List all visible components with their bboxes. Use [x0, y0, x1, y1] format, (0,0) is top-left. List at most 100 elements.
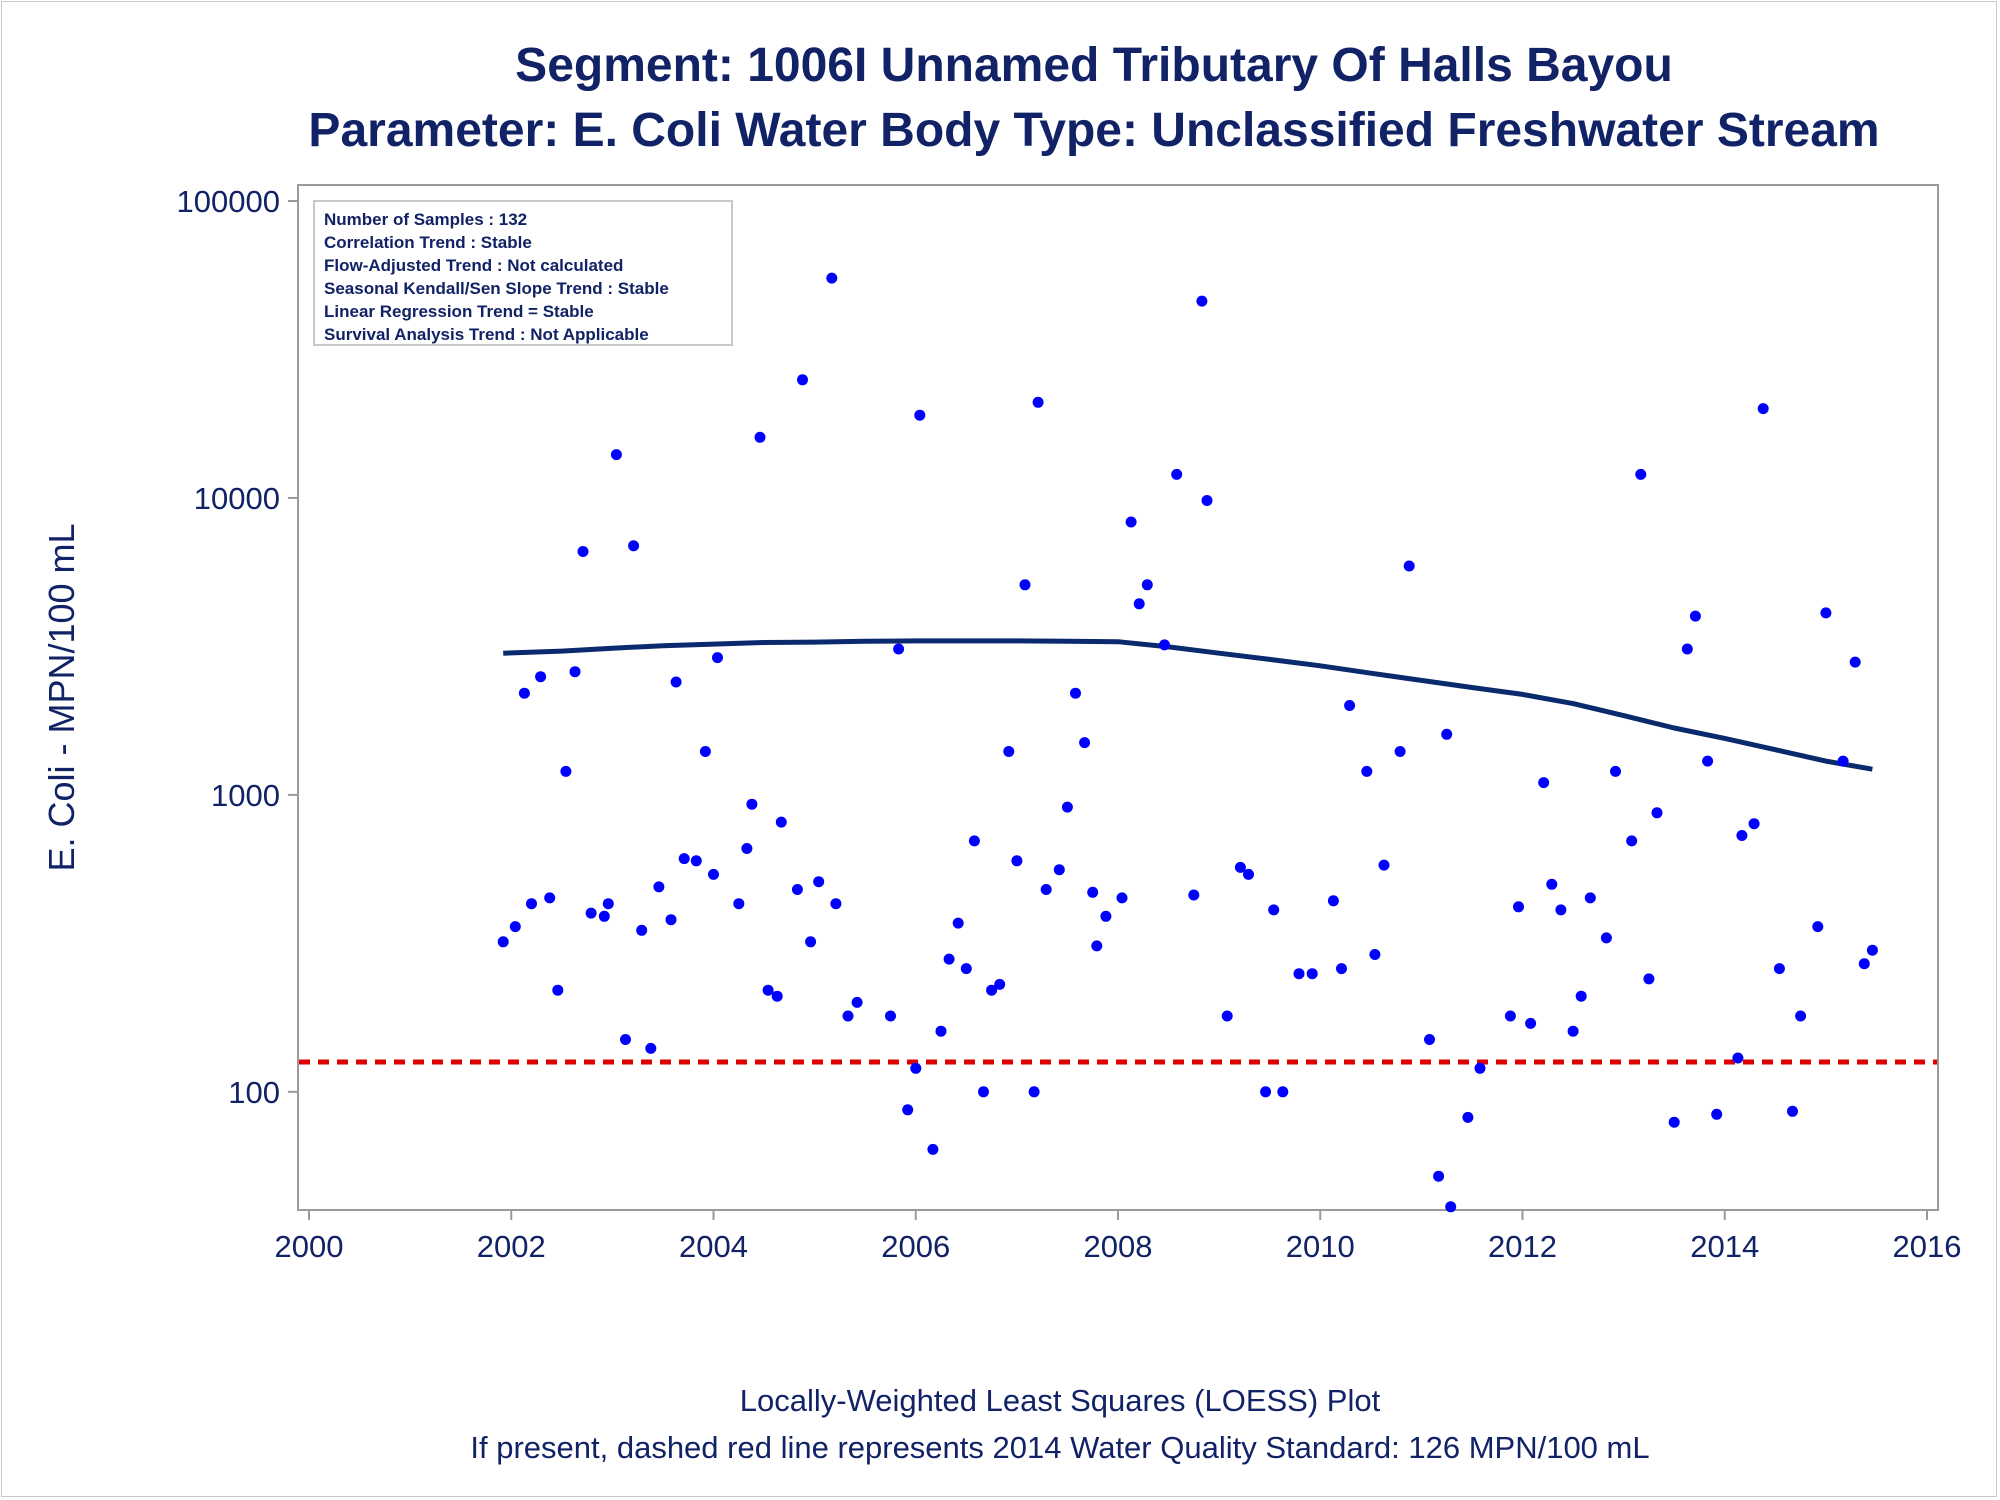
- y-tick-label: 100000: [177, 184, 280, 219]
- data-point: [598, 910, 610, 922]
- x-tick-label: 2002: [477, 1229, 546, 1264]
- data-point: [1584, 892, 1596, 904]
- y-axis-label: E. Coli - MPN/100 mL: [41, 523, 82, 871]
- data-point: [569, 666, 581, 678]
- data-point: [943, 953, 955, 965]
- y-tick-label: 10000: [194, 481, 280, 516]
- data-point: [1462, 1111, 1474, 1123]
- data-point: [1837, 755, 1849, 767]
- data-point: [1243, 868, 1254, 880]
- data-point: [935, 1025, 947, 1037]
- data-point: [1201, 495, 1213, 506]
- x-tick-label: 2012: [1488, 1229, 1557, 1264]
- data-point: [1369, 949, 1381, 960]
- data-point: [636, 924, 648, 936]
- data-point: [1293, 968, 1305, 980]
- data-point: [1361, 765, 1373, 777]
- data-point: [645, 1042, 657, 1054]
- data-point: [733, 898, 745, 910]
- data-point: [1555, 904, 1567, 916]
- data-point: [1651, 807, 1663, 819]
- data-point: [1171, 468, 1183, 480]
- data-point: [1327, 895, 1339, 907]
- data-point: [1525, 1017, 1537, 1029]
- x-tick-label: 2016: [1893, 1229, 1962, 1264]
- data-point: [1221, 1010, 1233, 1022]
- data-point: [902, 1104, 914, 1116]
- data-point: [1061, 801, 1073, 813]
- data-point: [1575, 990, 1587, 1002]
- data-point: [1610, 765, 1621, 777]
- data-point: [535, 671, 547, 683]
- stats-line: Survival Analysis Trend : Not Applicable: [324, 325, 649, 344]
- y-tick-label: 1000: [211, 778, 280, 813]
- data-point: [1748, 818, 1760, 830]
- data-point: [1125, 516, 1137, 528]
- data-points: [497, 272, 1878, 1213]
- data-point: [910, 1062, 922, 1074]
- data-point: [797, 374, 808, 386]
- data-point: [1546, 878, 1558, 890]
- data-point: [994, 978, 1006, 990]
- data-point: [1820, 607, 1832, 619]
- data-point: [952, 917, 964, 929]
- data-point: [927, 1143, 939, 1155]
- data-point: [1504, 1010, 1516, 1022]
- x-tick-label: 2004: [679, 1229, 748, 1264]
- footnote-standard: If present, dashed red line represents 2…: [470, 1430, 1650, 1465]
- data-point: [1087, 886, 1099, 898]
- data-point: [1234, 861, 1246, 873]
- data-point: [1689, 610, 1701, 622]
- data-point: [1635, 468, 1647, 480]
- chart-title-segment: Segment: 1006I Unnamed Tributary Of Hall…: [515, 39, 1673, 92]
- chart-title-parameter: Parameter: E. Coli Water Body Type: Uncl…: [308, 104, 1880, 157]
- data-point: [1812, 921, 1824, 933]
- data-point: [1513, 901, 1524, 913]
- data-point: [826, 272, 838, 284]
- data-point: [775, 816, 787, 828]
- data-point: [1681, 643, 1693, 655]
- data-point: [678, 853, 690, 865]
- stats-line: Seasonal Kendall/Sen Slope Trend : Stabl…: [324, 279, 669, 298]
- data-point: [1100, 910, 1112, 922]
- data-point: [1538, 777, 1550, 789]
- data-point: [1711, 1108, 1723, 1120]
- stats-line: Correlation Trend : Stable: [324, 233, 532, 252]
- data-point: [1849, 656, 1861, 668]
- data-point: [1003, 746, 1015, 757]
- data-point: [653, 881, 665, 893]
- data-point: [1344, 700, 1356, 711]
- stats-box: [313, 200, 733, 346]
- data-point: [1433, 1170, 1445, 1182]
- x-tick-label: 2008: [1084, 1229, 1153, 1264]
- data-point: [699, 746, 711, 757]
- data-point: [960, 963, 972, 975]
- data-point: [670, 676, 682, 688]
- data-point: [1032, 396, 1044, 408]
- loess-curve: [503, 638, 1873, 772]
- data-point: [1787, 1105, 1798, 1117]
- data-point: [1019, 579, 1031, 591]
- data-point: [830, 898, 842, 910]
- data-point: [620, 1034, 631, 1045]
- data-point: [1028, 1086, 1040, 1098]
- data-point: [690, 855, 702, 867]
- data-point: [708, 868, 719, 880]
- data-point: [1600, 932, 1612, 944]
- data-point: [771, 990, 783, 1002]
- data-point: [518, 687, 530, 699]
- y-tick-label: 100: [228, 1075, 280, 1110]
- data-point: [585, 907, 597, 919]
- data-point: [1445, 1201, 1457, 1213]
- data-point: [1091, 940, 1103, 952]
- data-point: [1188, 889, 1200, 901]
- data-point: [1079, 737, 1091, 749]
- x-tick-label: 2000: [275, 1229, 344, 1264]
- data-point: [842, 1010, 854, 1022]
- data-point: [1306, 968, 1318, 980]
- data-point: [1070, 687, 1081, 699]
- data-point: [1133, 598, 1145, 610]
- data-point: [610, 449, 622, 461]
